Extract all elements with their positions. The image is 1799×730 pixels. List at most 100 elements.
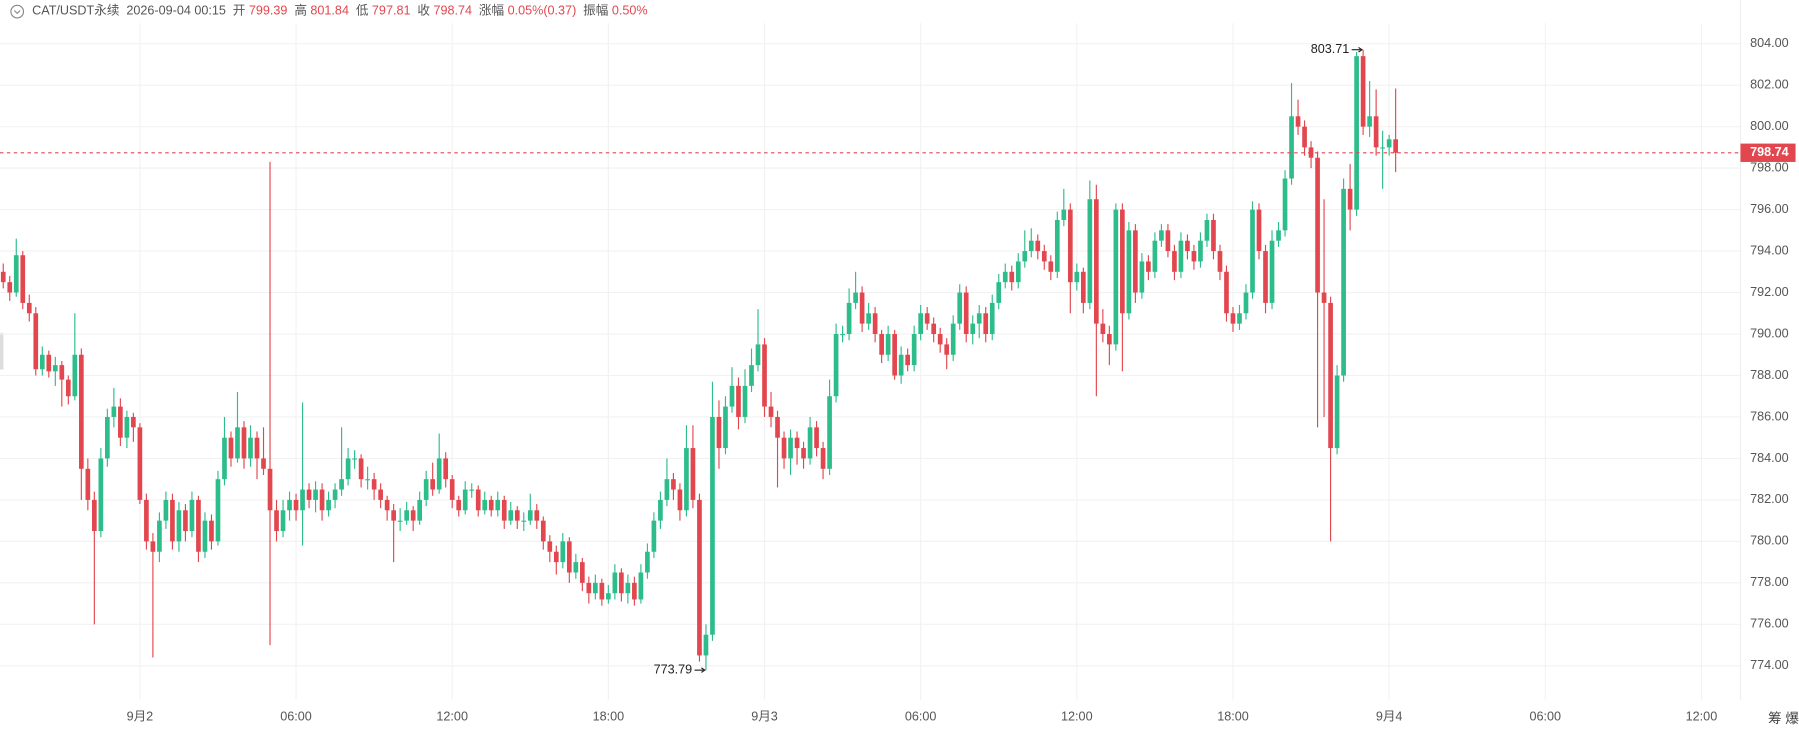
candle-body bbox=[1009, 271, 1015, 283]
candle-body bbox=[1100, 323, 1106, 335]
amplitude-value: 0.50% bbox=[612, 4, 648, 18]
candle-body bbox=[963, 292, 969, 335]
candle-body bbox=[1393, 139, 1398, 153]
candle-body bbox=[1120, 209, 1125, 314]
candle-body bbox=[638, 572, 644, 600]
candle-body bbox=[430, 479, 436, 490]
x-tick-label: 12:00 bbox=[1686, 710, 1718, 724]
candle-body bbox=[579, 562, 585, 583]
y-tick-label: 786.00 bbox=[1750, 409, 1789, 423]
candle-body bbox=[931, 323, 937, 335]
candle-body bbox=[384, 499, 390, 511]
candle-body bbox=[449, 479, 455, 500]
candle-body bbox=[1126, 230, 1132, 314]
candle-body bbox=[254, 437, 260, 459]
candle-body bbox=[59, 365, 65, 380]
candle-body bbox=[98, 458, 104, 532]
extreme-label: 803.71 bbox=[1311, 42, 1350, 56]
candle-body bbox=[300, 489, 305, 511]
candle-body bbox=[853, 292, 858, 303]
candle-body bbox=[723, 406, 728, 449]
candle-body bbox=[358, 458, 364, 480]
x-tick-label: 06:00 bbox=[1530, 710, 1562, 724]
candle-body bbox=[820, 448, 826, 469]
candle-body bbox=[807, 427, 813, 459]
x-tick-label: 12:00 bbox=[436, 710, 468, 724]
x-tick-label: 12:00 bbox=[1061, 710, 1093, 724]
candle-body bbox=[176, 510, 182, 542]
candle-body bbox=[33, 313, 39, 370]
candle-body bbox=[664, 479, 670, 500]
candle-body bbox=[905, 354, 910, 366]
candle-body bbox=[801, 448, 806, 459]
candle-body bbox=[319, 489, 325, 511]
y-tick-label: 782.00 bbox=[1750, 492, 1789, 506]
candle-body bbox=[879, 334, 884, 355]
tool-button[interactable]: 爆 bbox=[1785, 711, 1799, 726]
candle-body bbox=[1373, 116, 1379, 148]
candle-body bbox=[326, 499, 331, 511]
candle-body bbox=[209, 520, 214, 542]
candle-body bbox=[124, 416, 130, 438]
candle-body bbox=[423, 479, 429, 500]
candle-body bbox=[196, 499, 201, 552]
candle-body bbox=[1334, 375, 1340, 449]
candle-body bbox=[274, 510, 279, 532]
candle-body bbox=[13, 255, 19, 293]
candle-body bbox=[1146, 261, 1151, 272]
candle-body bbox=[788, 437, 793, 459]
candle-body bbox=[937, 334, 943, 345]
candle-body bbox=[1269, 240, 1275, 303]
candle-body bbox=[840, 334, 845, 336]
low-label: 低 bbox=[356, 4, 369, 18]
candle-body bbox=[814, 427, 819, 449]
candle-body bbox=[632, 582, 637, 600]
candle-body bbox=[1152, 240, 1158, 272]
candle-body bbox=[827, 396, 832, 469]
candle-body bbox=[1054, 219, 1060, 272]
candle-body bbox=[684, 448, 689, 511]
high-label: 高 bbox=[294, 3, 307, 18]
candle-body bbox=[1139, 261, 1145, 293]
candle-body bbox=[527, 510, 533, 521]
candle-body bbox=[404, 510, 409, 521]
candle-body bbox=[593, 582, 598, 594]
candle-body bbox=[892, 334, 897, 376]
candle-body bbox=[1061, 209, 1067, 220]
candle-body bbox=[716, 416, 722, 449]
candle-body bbox=[39, 354, 45, 370]
extreme-arrow-head bbox=[701, 667, 706, 673]
candle-body bbox=[755, 344, 761, 366]
candle-body bbox=[1087, 199, 1093, 303]
y-tick-label: 776.00 bbox=[1750, 617, 1789, 631]
candle-body bbox=[1217, 251, 1223, 272]
y-tick-label: 784.00 bbox=[1750, 451, 1789, 465]
candle-body bbox=[118, 406, 123, 438]
candle-body bbox=[1198, 240, 1203, 262]
candle-body bbox=[462, 489, 468, 511]
time: 2026-09-04 00:15 bbox=[126, 4, 226, 18]
candle-body bbox=[1185, 240, 1190, 252]
candle-body bbox=[885, 334, 891, 355]
y-tick-label: 788.00 bbox=[1750, 368, 1789, 382]
candle-body bbox=[859, 292, 865, 324]
high-value: 801.84 bbox=[310, 4, 349, 18]
amplitude-label: 振幅 bbox=[583, 4, 608, 18]
candle-body bbox=[697, 499, 702, 656]
candle-body bbox=[287, 499, 292, 511]
candle-body bbox=[280, 510, 286, 532]
candle-body bbox=[1133, 230, 1138, 293]
candle-body bbox=[573, 562, 579, 573]
side-tab[interactable] bbox=[0, 332, 4, 370]
y-tick-label: 796.00 bbox=[1750, 202, 1789, 216]
collapse-icon[interactable] bbox=[10, 4, 25, 19]
candle-body bbox=[1159, 230, 1164, 241]
candle-body bbox=[599, 582, 605, 600]
candle-body bbox=[1341, 188, 1346, 376]
candle-body bbox=[911, 334, 917, 366]
last-price-box bbox=[1740, 143, 1796, 162]
tool-button[interactable]: 筹 bbox=[1768, 710, 1782, 726]
candle-body bbox=[1022, 251, 1028, 262]
candle-body bbox=[645, 551, 650, 573]
